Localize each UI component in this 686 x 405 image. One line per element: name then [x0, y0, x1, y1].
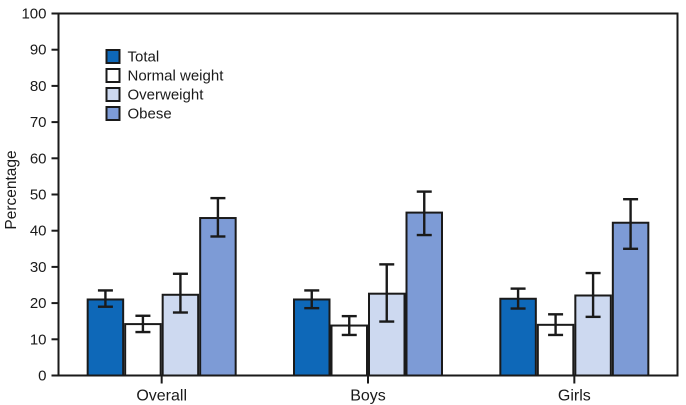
y-tick-label: 0	[38, 368, 46, 385]
y-tick-label: 40	[30, 223, 47, 240]
y-tick-label: 80	[30, 78, 47, 95]
y-tick-label: 70	[30, 114, 47, 131]
legend-swatch-overweight	[105, 87, 121, 102]
bar-total	[293, 298, 331, 377]
legend-swatch-normal-weight	[105, 68, 121, 83]
x-tick-label: Overall	[136, 388, 187, 405]
bar-overweight	[161, 293, 200, 377]
legend-label: Normal weight	[128, 68, 225, 85]
bar-obese	[199, 217, 237, 377]
y-tick-label: 10	[30, 331, 47, 348]
x-tick-label: Girls	[558, 388, 591, 405]
y-tick-label: 50	[30, 187, 47, 204]
bar-total	[499, 297, 537, 377]
legend-swatch-total	[105, 49, 121, 64]
y-tick-label: 100	[21, 6, 46, 23]
legend-swatch-obese	[105, 106, 121, 121]
legend-label: Overweight	[128, 87, 205, 104]
bar-obese	[405, 211, 443, 377]
y-tick-label: 30	[30, 259, 47, 276]
y-tick-label: 90	[30, 42, 47, 59]
y-tick-label: 60	[30, 150, 47, 167]
y-tick-label: 20	[30, 295, 47, 312]
y-axis-title: Percentage	[3, 150, 20, 229]
bar-total	[86, 298, 125, 377]
x-tick-label: Boys	[350, 388, 386, 405]
legend-label: Obese	[128, 106, 172, 123]
legend-label: Total	[128, 49, 160, 66]
